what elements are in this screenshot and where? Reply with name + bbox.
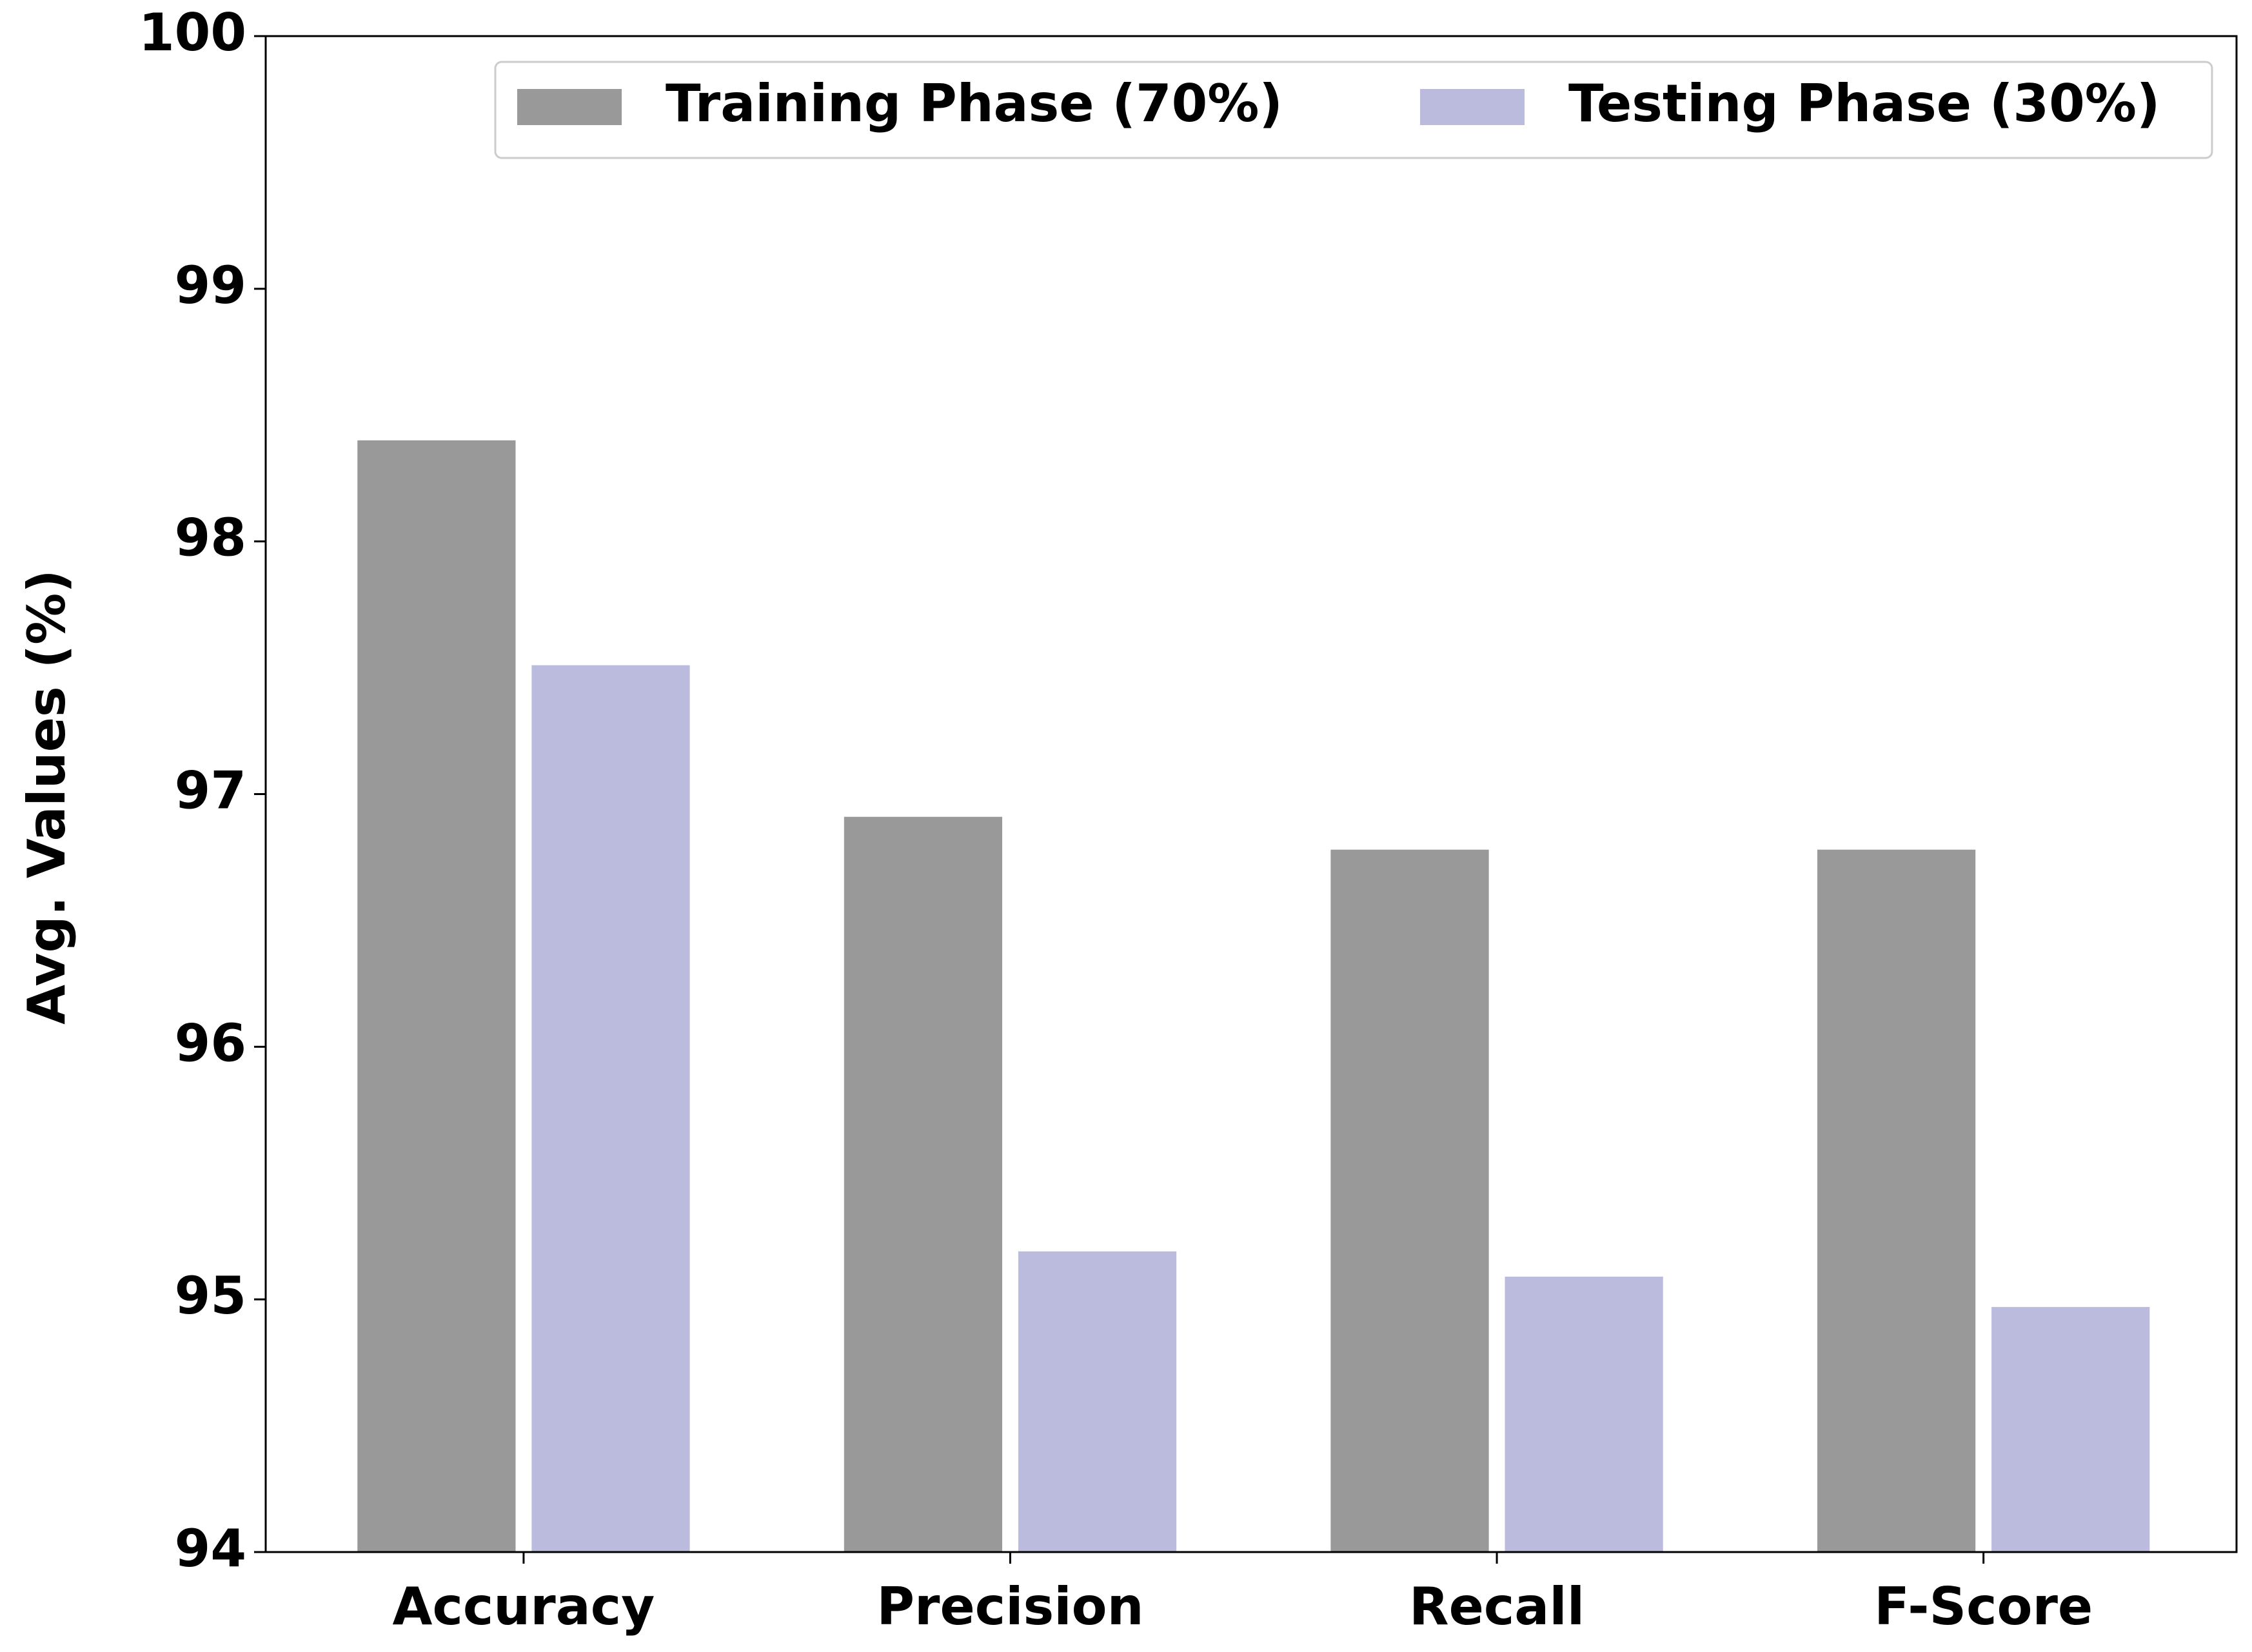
bar [1018,1251,1177,1552]
bar [1991,1306,2150,1552]
legend-swatch [1420,89,1525,125]
y-tick-label: 97 [175,760,246,820]
y-tick-label: 99 [175,255,246,315]
y-tick-label: 94 [175,1519,246,1578]
x-tick-label: Accuracy [393,1577,655,1637]
y-tick-label: 100 [139,3,246,63]
y-tick-label: 98 [175,508,246,568]
bar [1330,849,1489,1552]
bar [357,440,516,1552]
legend-swatch [517,89,622,125]
y-tick-label: 95 [175,1266,246,1326]
legend [494,61,2213,159]
bar [844,816,1003,1552]
x-tick-label: F-Score [1874,1577,2093,1637]
bar [1817,849,1976,1552]
legend-label: Training Phase (70%) [666,74,1283,133]
plot-frame [264,35,2238,1553]
y-tick-label: 96 [175,1013,246,1073]
bar [1505,1276,1663,1552]
y-axis-label: Avg. Values (%) [17,569,77,1025]
legend-label: Testing Phase (30%) [1568,74,2160,133]
x-tick-label: Precision [876,1577,1143,1637]
x-tick-label: Recall [1409,1577,1585,1637]
bar [531,665,690,1552]
